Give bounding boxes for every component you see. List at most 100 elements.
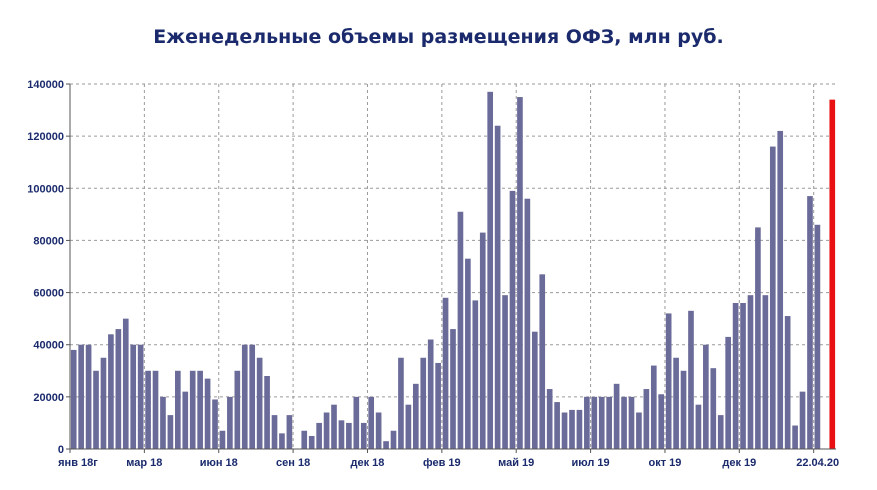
bar [241, 344, 248, 449]
y-tick-label: 100000 [27, 183, 64, 195]
bar [353, 396, 360, 449]
bar [271, 415, 278, 449]
bar [286, 415, 293, 449]
bar [673, 357, 679, 449]
bar [360, 422, 367, 449]
bar [688, 310, 694, 449]
bar [212, 399, 218, 449]
axes [66, 83, 836, 453]
bar [100, 357, 107, 449]
bar [807, 196, 813, 449]
bar [576, 409, 583, 449]
bar [182, 391, 189, 449]
y-tick-label: 80000 [33, 235, 64, 247]
x-tick-label: июл 19 [571, 457, 609, 469]
bar [427, 339, 434, 449]
bar [338, 420, 345, 449]
bar [606, 396, 613, 449]
y-tick-label: 40000 [33, 340, 64, 352]
bar [517, 97, 523, 450]
bar [554, 402, 560, 449]
bar [167, 415, 174, 449]
y-tick-label: 120000 [27, 131, 64, 143]
bar [643, 389, 650, 449]
bar [115, 329, 122, 449]
y-tick-label: 20000 [33, 392, 64, 404]
bar [442, 297, 449, 449]
x-tick-label: дек 18 [351, 457, 385, 469]
bar [383, 441, 389, 449]
bar [732, 303, 739, 449]
bar [531, 331, 538, 449]
bars [70, 91, 836, 450]
bar [650, 365, 657, 449]
bar [420, 357, 427, 449]
bar [122, 318, 129, 449]
bar [494, 125, 501, 449]
bar [628, 396, 635, 449]
bar [509, 190, 516, 449]
bar [695, 404, 702, 449]
bar [375, 412, 382, 449]
bar [487, 91, 494, 450]
bar [814, 224, 821, 449]
bar [152, 370, 159, 449]
bar [502, 295, 508, 449]
bar-highlight [829, 99, 836, 450]
bar [799, 391, 806, 449]
bar [405, 404, 412, 449]
bar [108, 334, 114, 449]
bar [390, 430, 397, 449]
bar [78, 344, 84, 449]
bar [479, 232, 486, 449]
x-tick-label: фев 19 [423, 457, 461, 469]
bar [621, 396, 627, 449]
bar [346, 422, 352, 449]
x-tick-label: дек 19 [722, 457, 756, 469]
bar [234, 370, 241, 449]
bar [398, 357, 404, 449]
x-tick-label: сен 18 [276, 457, 310, 469]
y-tick-labels: 0 20000 40000 60000 80000 100000 120000 140000 [27, 79, 64, 456]
bar [561, 412, 568, 449]
bar [569, 409, 575, 449]
x-tick-label: мар 18 [126, 457, 162, 469]
bar [323, 412, 330, 449]
bar [465, 258, 471, 449]
bar [539, 274, 546, 449]
x-tick-label: 22.04.20 [796, 457, 839, 469]
bar [331, 404, 337, 449]
bar [613, 383, 620, 449]
bar [85, 344, 92, 449]
bar [450, 329, 456, 449]
bar [680, 370, 687, 449]
bar [457, 211, 464, 449]
bar [703, 344, 709, 449]
y-tick-label: 140000 [27, 79, 64, 91]
x-tick-label: май 19 [498, 457, 534, 469]
y-tick-label: 60000 [33, 288, 64, 300]
x-tick-label: окт 19 [648, 457, 681, 469]
bar [710, 368, 717, 449]
bar [264, 376, 270, 449]
bar [472, 300, 479, 449]
bar [435, 362, 441, 449]
bar [145, 370, 151, 449]
bar [301, 430, 308, 449]
bar [249, 344, 256, 449]
y-tick-label: 0 [58, 444, 64, 456]
bar [308, 435, 315, 449]
x-tick-labels: янв 18г мар 18 июн 18 сен 18 дек 18 фев 19 май… [58, 457, 839, 469]
bar [591, 396, 598, 449]
bar [792, 425, 798, 449]
bar [665, 313, 672, 449]
bar [784, 316, 791, 449]
bar [762, 295, 769, 449]
bar [368, 396, 375, 449]
bar [725, 336, 731, 449]
bar [160, 396, 166, 449]
bar [747, 295, 754, 449]
bar [584, 396, 590, 449]
bar [524, 198, 531, 449]
